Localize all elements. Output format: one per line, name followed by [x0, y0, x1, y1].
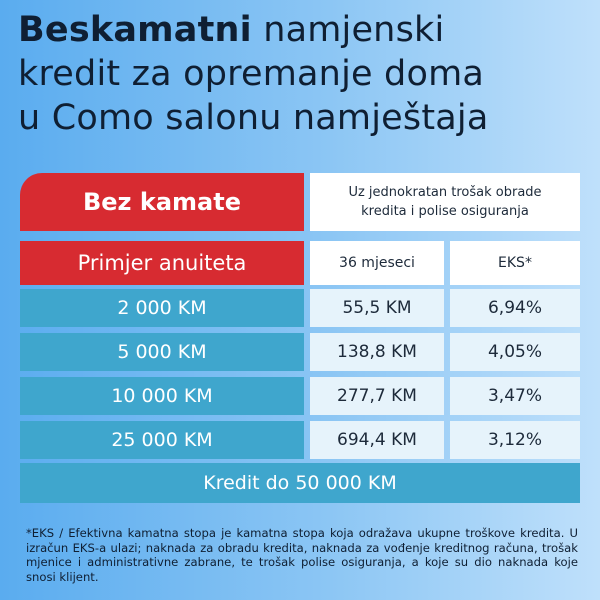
- annuity-value: 694,4 KM: [310, 421, 444, 459]
- column-header-term: 36 mjeseci: [310, 241, 444, 285]
- fee-note-line-2: kredita i polise osiguranja: [361, 204, 529, 219]
- credit-limit-bar: Kredit do 50 000 KM: [20, 463, 580, 503]
- fee-note-line-1: Uz jednokratan trošak obrade: [348, 185, 542, 200]
- title-bold: Beskamatni: [18, 10, 252, 50]
- annuity-value: 277,7 KM: [310, 377, 444, 415]
- loan-amount: 10 000 KM: [20, 377, 304, 415]
- eks-value: 3,47%: [450, 377, 580, 415]
- table-row: 25 000 KM 694,4 KM 3,12%: [20, 421, 580, 459]
- table-row: 10 000 KM 277,7 KM 3,47%: [20, 377, 580, 415]
- page-title: Beskamatni namjenski kredit za opremanje…: [18, 8, 588, 140]
- table-row: 2 000 KM 55,5 KM 6,94%: [20, 289, 580, 327]
- eks-footnote: *EKS / Efektivna kamatna stopa je kamatn…: [26, 526, 578, 584]
- title-line-1: Beskamatni namjenski: [18, 8, 588, 52]
- loan-amount: 25 000 KM: [20, 421, 304, 459]
- table-row: 5 000 KM 138,8 KM 4,05%: [20, 333, 580, 371]
- annuity-value: 138,8 KM: [310, 333, 444, 371]
- column-header-eks: EKS*: [450, 241, 580, 285]
- fee-note: Uz jednokratan trošak obrade kredita i p…: [310, 173, 580, 231]
- annuity-example-header: Primjer anuiteta: [20, 241, 304, 285]
- loan-amount: 2 000 KM: [20, 289, 304, 327]
- eks-value: 6,94%: [450, 289, 580, 327]
- title-line-1-rest: namjenski: [263, 10, 445, 50]
- title-line-3: u Como salonu namještaja: [18, 98, 489, 138]
- eks-value: 3,12%: [450, 421, 580, 459]
- interest-free-badge: Bez kamate: [20, 173, 304, 231]
- eks-value: 4,05%: [450, 333, 580, 371]
- loan-amount: 5 000 KM: [20, 333, 304, 371]
- title-line-2: kredit za opremanje doma: [18, 54, 485, 94]
- annuity-value: 55,5 KM: [310, 289, 444, 327]
